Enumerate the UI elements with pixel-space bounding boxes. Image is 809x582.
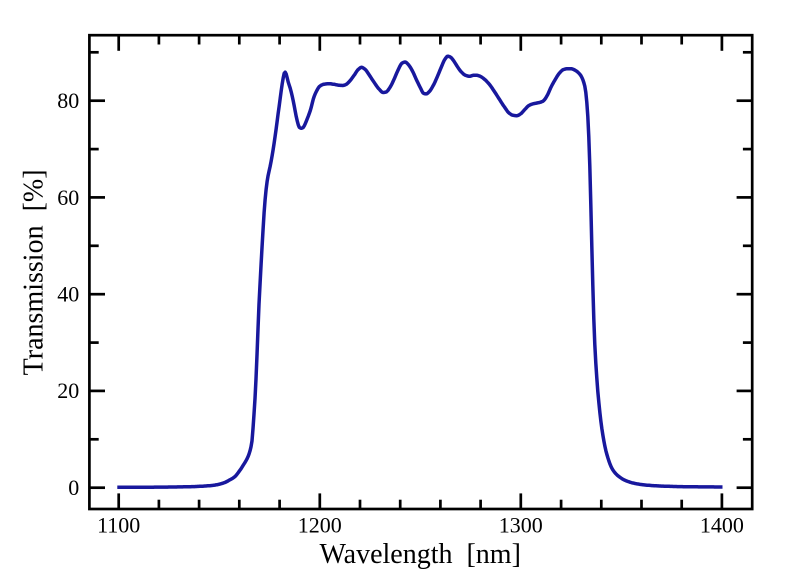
svg-text:0: 0: [68, 475, 79, 500]
svg-text:20: 20: [57, 378, 79, 403]
svg-text:1400: 1400: [700, 513, 744, 538]
svg-text:Transmission [%]: Transmission [%]: [18, 169, 49, 375]
svg-text:Wavelength [nm]: Wavelength [nm]: [319, 539, 520, 570]
svg-text:1300: 1300: [499, 513, 543, 538]
svg-text:1100: 1100: [97, 513, 140, 538]
svg-text:80: 80: [57, 88, 79, 113]
svg-text:40: 40: [57, 282, 79, 307]
svg-text:60: 60: [57, 185, 79, 210]
svg-text:1200: 1200: [298, 513, 342, 538]
